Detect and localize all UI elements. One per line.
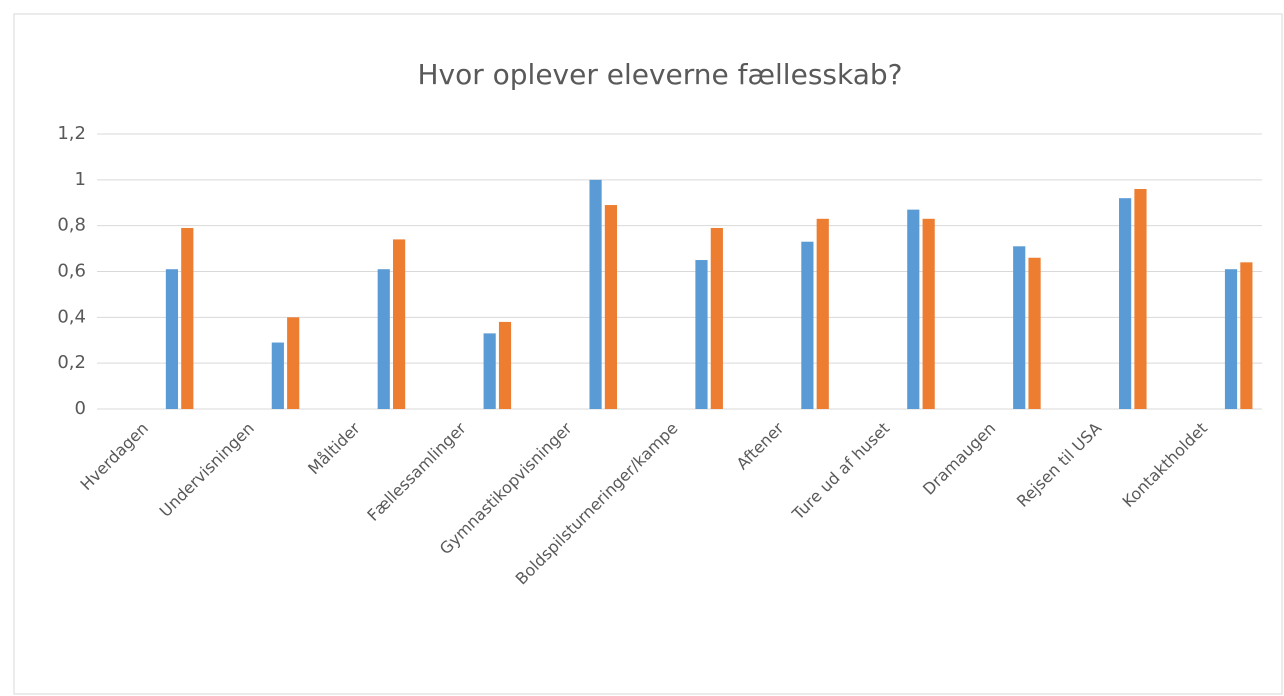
bar (1119, 198, 1132, 409)
y-tick-label: 1,2 (57, 123, 86, 144)
bar (165, 269, 179, 409)
bar (483, 333, 496, 409)
bar (271, 342, 284, 409)
y-tick-label: 0,8 (57, 215, 86, 236)
bar (589, 179, 602, 409)
y-tick-label: 0 (75, 398, 86, 419)
bar (695, 260, 708, 409)
bar (1013, 246, 1026, 409)
bar (1134, 189, 1147, 409)
bar (1224, 269, 1238, 409)
y-tick-label: 1 (75, 169, 86, 190)
chart-frame (13, 13, 1283, 695)
bar (377, 269, 390, 409)
y-tick-label: 0,4 (57, 306, 86, 327)
bar (604, 205, 618, 409)
bar (801, 241, 814, 409)
y-tick-label: 0,6 (57, 261, 86, 282)
bar (710, 227, 723, 409)
bar (922, 218, 935, 409)
bar (907, 209, 920, 409)
bar (1028, 257, 1041, 409)
bar (287, 317, 300, 409)
bar (816, 218, 829, 409)
bar (1240, 262, 1253, 409)
y-tick-label: 0,2 (57, 352, 86, 373)
chart-title: Hvor oplever eleverne fællesskab? (417, 58, 902, 91)
bar (498, 321, 512, 409)
bar (181, 227, 194, 409)
bar (393, 239, 406, 409)
